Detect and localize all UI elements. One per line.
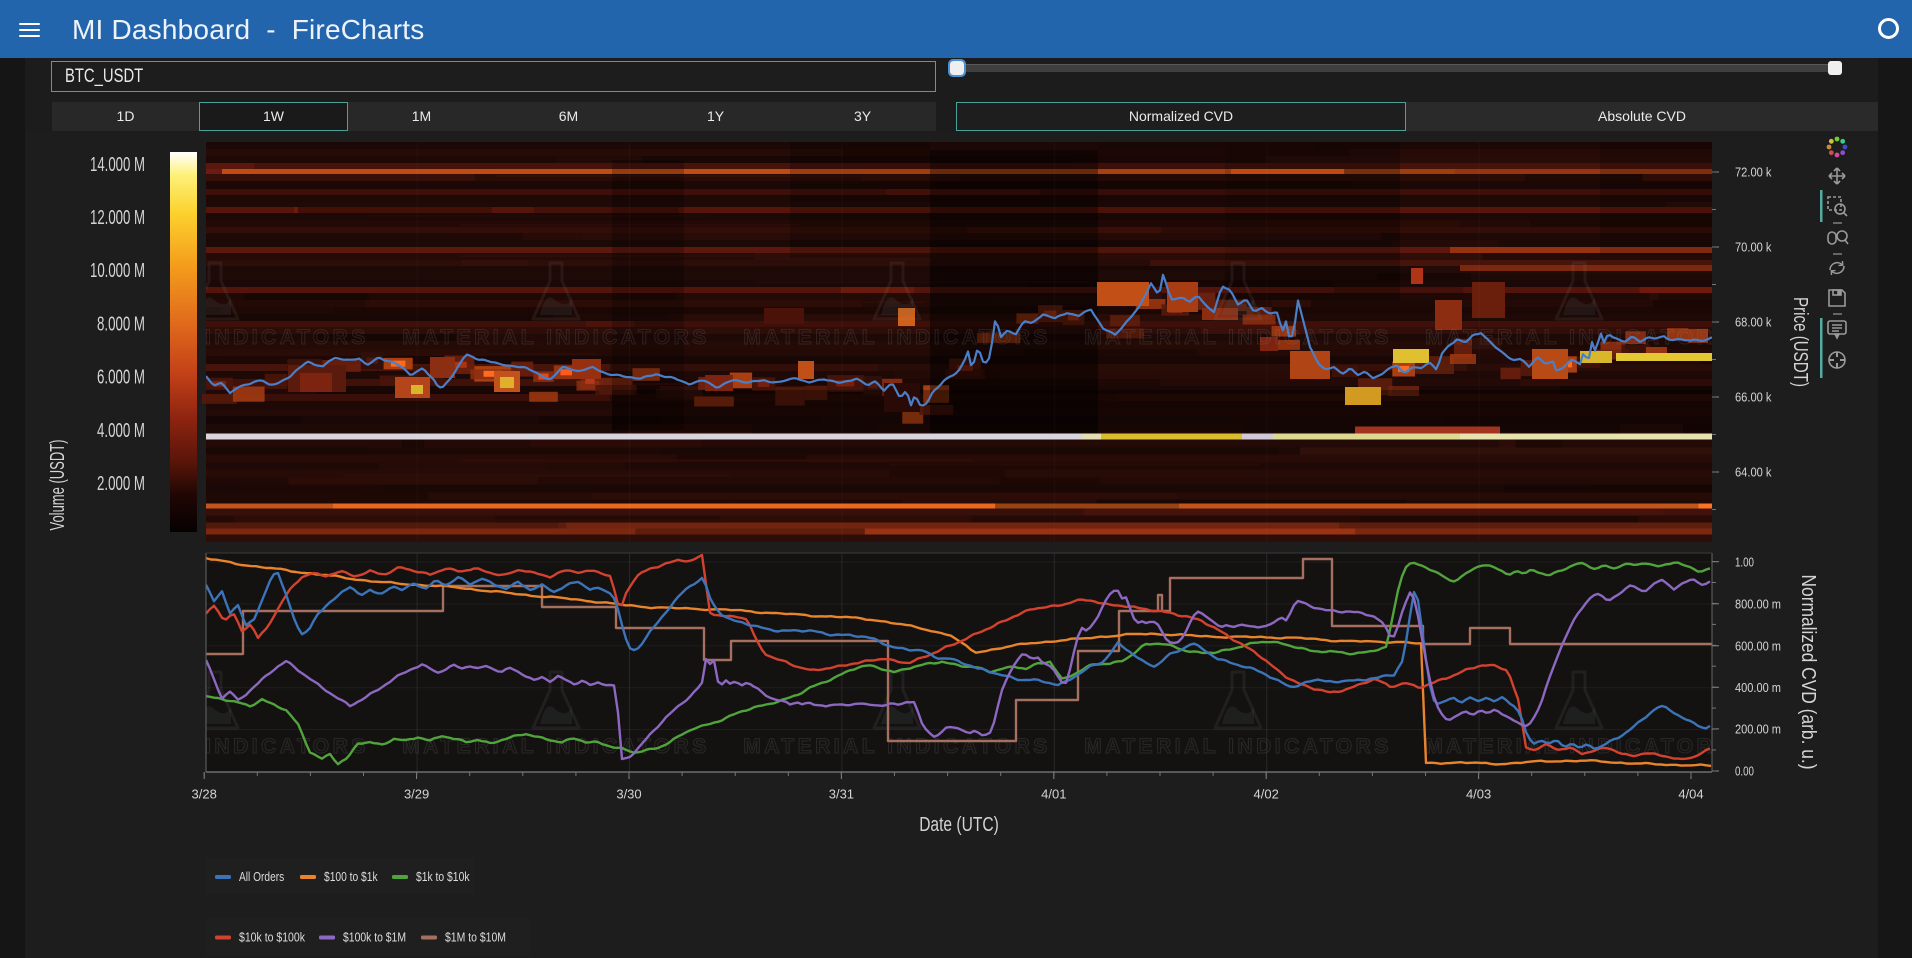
svg-text:$1k to $10k: $1k to $10k <box>416 870 470 884</box>
svg-text:$1M to $10M: $1M to $10M <box>445 931 506 945</box>
svg-text:600.00 m: 600.00 m <box>1735 639 1781 653</box>
svg-text:Normalized CVD (arb. u.): Normalized CVD (arb. u.) <box>1797 575 1819 770</box>
svg-text:68.00 k: 68.00 k <box>1735 316 1772 330</box>
svg-text:3/31: 3/31 <box>829 786 854 801</box>
svg-text:4/02: 4/02 <box>1254 786 1279 801</box>
svg-text:1.00: 1.00 <box>1735 555 1754 569</box>
svg-text:MATERIAL INDICATORS: MATERIAL INDICATORS <box>1084 735 1392 758</box>
svg-text:MATERIAL INDICATORS: MATERIAL INDICATORS <box>743 326 1051 349</box>
svg-text:800.00 m: 800.00 m <box>1735 597 1781 611</box>
svg-text:MATERIAL INDICATORS: MATERIAL INDICATORS <box>1084 326 1392 349</box>
svg-text:MATERIAL INDICATORS: MATERIAL INDICATORS <box>743 735 1051 758</box>
svg-text:72.00 k: 72.00 k <box>1735 166 1772 180</box>
svg-text:All Orders: All Orders <box>239 870 284 884</box>
svg-text:3/30: 3/30 <box>616 786 641 801</box>
svg-text:64.00 k: 64.00 k <box>1735 466 1772 480</box>
svg-text:6.000 M: 6.000 M <box>97 367 145 389</box>
svg-text:MATERIAL INDICATORS: MATERIAL INDICATORS <box>61 735 369 758</box>
svg-text:3/29: 3/29 <box>404 786 429 801</box>
svg-text:$100k to $1M: $100k to $1M <box>343 931 406 945</box>
svg-text:4/04: 4/04 <box>1678 786 1703 801</box>
svg-text:Price (USDT): Price (USDT) <box>1789 297 1811 387</box>
svg-text:14.000 M: 14.000 M <box>90 154 145 176</box>
svg-text:MATERIAL INDICATORS: MATERIAL INDICATORS <box>61 326 369 349</box>
svg-text:MATERIAL INDICATORS: MATERIAL INDICATORS <box>402 326 710 349</box>
svg-text:2.000 M: 2.000 M <box>97 473 145 495</box>
svg-text:4/03: 4/03 <box>1466 786 1491 801</box>
svg-text:3/28: 3/28 <box>192 786 217 801</box>
svg-text:4.000 M: 4.000 M <box>97 420 145 442</box>
svg-text:$100 to $1k: $100 to $1k <box>324 870 378 884</box>
svg-text:$10k to $100k: $10k to $100k <box>239 931 306 945</box>
svg-text:12.000 M: 12.000 M <box>90 207 145 229</box>
svg-text:400.00 m: 400.00 m <box>1735 681 1781 695</box>
svg-text:70.00 k: 70.00 k <box>1735 241 1772 255</box>
svg-text:10.000 M: 10.000 M <box>90 260 145 282</box>
svg-text:Volume (USDT): Volume (USDT) <box>47 440 69 531</box>
svg-text:Date (UTC): Date (UTC) <box>919 814 999 836</box>
svg-text:0.00: 0.00 <box>1735 765 1754 779</box>
svg-text:200.00 m: 200.00 m <box>1735 723 1781 737</box>
svg-text:4/01: 4/01 <box>1041 786 1066 801</box>
svg-text:8.000 M: 8.000 M <box>97 313 145 335</box>
svg-text:66.00 k: 66.00 k <box>1735 391 1772 405</box>
